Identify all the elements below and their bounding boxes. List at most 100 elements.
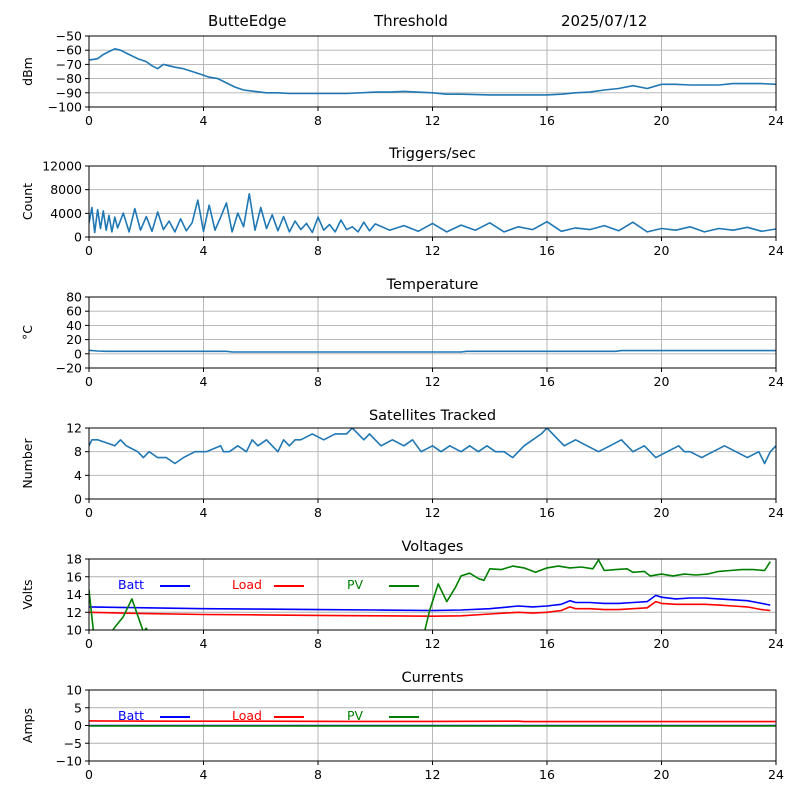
panel-satellites-tracked: 0 4 8 12 16 20 24 0 4 8 12 Satellites Tracked Number <box>20 408 784 520</box>
y-tick-label: 5 <box>74 700 82 715</box>
x-tick-label: 24 <box>768 243 784 258</box>
grid-lines <box>88 427 777 500</box>
series-line-load <box>89 720 776 723</box>
x-tick-label: 4 <box>200 505 208 520</box>
y-tick-label: 0 <box>74 492 82 507</box>
x-tick-label: 0 <box>85 374 93 389</box>
x-tick-label: 16 <box>539 374 555 389</box>
x-tick-label: 24 <box>768 505 784 520</box>
x-tick-label: 0 <box>85 113 93 128</box>
x-tick-label: 16 <box>539 113 555 128</box>
y-tick-label: 10 <box>66 623 82 638</box>
legend-label-load: Load <box>232 577 262 592</box>
x-tick-label: 12 <box>425 505 441 520</box>
x-tick-label: 20 <box>654 243 670 258</box>
panel-voltages: 0 4 8 12 16 20 24 10 12 14 16 18 Voltages Volts Batt Lo… <box>20 539 784 651</box>
panel-currents: 0 4 8 12 16 20 24 −10 −5 0 5 10 Currents Amps Batt Load… <box>20 670 784 782</box>
grid-lines <box>88 165 777 238</box>
y-tick-label: 20 <box>66 332 82 347</box>
y-tick-label: −5 <box>64 736 82 751</box>
y-axis-label: Amps <box>20 708 35 743</box>
y-tick-label: 8 <box>74 444 82 459</box>
x-tick-label: 12 <box>425 767 441 782</box>
legend-label-load: Load <box>232 708 262 723</box>
x-tick-label: 16 <box>539 243 555 258</box>
x-tick-label: 12 <box>425 243 441 258</box>
x-tick-label: 8 <box>314 374 322 389</box>
x-tick-label: 24 <box>768 767 784 782</box>
x-tick-label: 16 <box>539 636 555 651</box>
series-line-dbm <box>89 47 776 96</box>
x-tick-label: 4 <box>200 243 208 258</box>
y-axis-label: °C <box>20 325 35 340</box>
series-line-satellites-tracked <box>89 428 776 465</box>
x-tick-label: 16 <box>539 767 555 782</box>
series-group <box>89 559 771 630</box>
x-tick-label: 20 <box>654 767 670 782</box>
y-tick-label: −80 <box>56 71 82 86</box>
legend-label-batt: Batt <box>118 577 144 592</box>
x-tick-label: 0 <box>85 767 93 782</box>
y-tick-label: 8000 <box>50 182 82 197</box>
x-tick-label: 24 <box>768 113 784 128</box>
chart-title: Currents <box>401 670 463 686</box>
series-line-batt <box>89 594 771 612</box>
figure-header: ButteEdge Threshold 2025/07/12 <box>208 12 647 30</box>
x-tick-label: 24 <box>768 636 784 651</box>
x-tick-label: 4 <box>200 374 208 389</box>
y-tick-label: 12 <box>66 421 82 436</box>
chart-title: Triggers/sec <box>388 146 476 162</box>
x-tick-label: 4 <box>200 113 208 128</box>
y-tick-label: −90 <box>56 85 82 100</box>
y-tick-label: 18 <box>66 552 82 567</box>
x-tick-label: 0 <box>85 505 93 520</box>
x-tick-label: 12 <box>425 113 441 128</box>
grid-lines <box>88 558 777 631</box>
panel-dbm: 0 4 8 12 16 20 24 −100−90−80−70−60−50 dBm <box>20 29 784 129</box>
date-label: 2025/07/12 <box>561 12 647 30</box>
y-tick-label: −70 <box>56 57 82 72</box>
y-tick-label: −20 <box>56 361 82 376</box>
y-axis-label: Number <box>20 438 35 489</box>
legend: Batt Load PV <box>118 577 419 592</box>
y-tick-label: 60 <box>66 304 82 319</box>
y-tick-label: −50 <box>56 29 82 44</box>
series-group <box>89 193 776 234</box>
y-tick-label: 14 <box>66 587 82 602</box>
series-group <box>89 47 776 96</box>
x-tick-label: 20 <box>654 636 670 651</box>
y-tick-label: 0 <box>74 346 82 361</box>
y-axis-label: Volts <box>20 579 35 609</box>
legend: Batt Load PV <box>118 708 419 723</box>
x-tick-label: 8 <box>314 243 322 258</box>
x-tick-label: 20 <box>654 505 670 520</box>
y-axis-label: dBm <box>20 57 35 86</box>
station-name: ButteEdge <box>208 12 287 30</box>
y-tick-label: 0 <box>74 718 82 733</box>
grid-lines <box>88 296 777 369</box>
y-tick-label: 80 <box>66 290 82 305</box>
y-tick-label: −10 <box>56 754 82 769</box>
y-tick-label: 40 <box>66 318 82 333</box>
panel-triggers-sec: 0 4 8 12 16 20 24 0 4000 8000 12000 Triggers/sec Cou… <box>20 146 784 258</box>
y-tick-label: 16 <box>66 569 82 584</box>
legend-label-batt: Batt <box>118 708 144 723</box>
y-tick-label: −100 <box>48 100 82 115</box>
x-tick-label: 24 <box>768 374 784 389</box>
x-tick-label: 8 <box>314 636 322 651</box>
series-group <box>89 428 776 465</box>
y-tick-label: −60 <box>56 43 82 58</box>
y-tick-label: 12 <box>66 605 82 620</box>
x-tick-label: 8 <box>314 113 322 128</box>
x-tick-label: 12 <box>425 636 441 651</box>
legend-label-pv: PV <box>347 577 364 592</box>
legend-label-pv: PV <box>347 708 364 723</box>
chart-title: Temperature <box>386 277 479 293</box>
chart-title: Voltages <box>402 539 464 555</box>
y-tick-label: 10 <box>66 683 82 698</box>
x-tick-label: 8 <box>314 767 322 782</box>
chart-title: Satellites Tracked <box>369 408 496 424</box>
x-tick-label: 8 <box>314 505 322 520</box>
